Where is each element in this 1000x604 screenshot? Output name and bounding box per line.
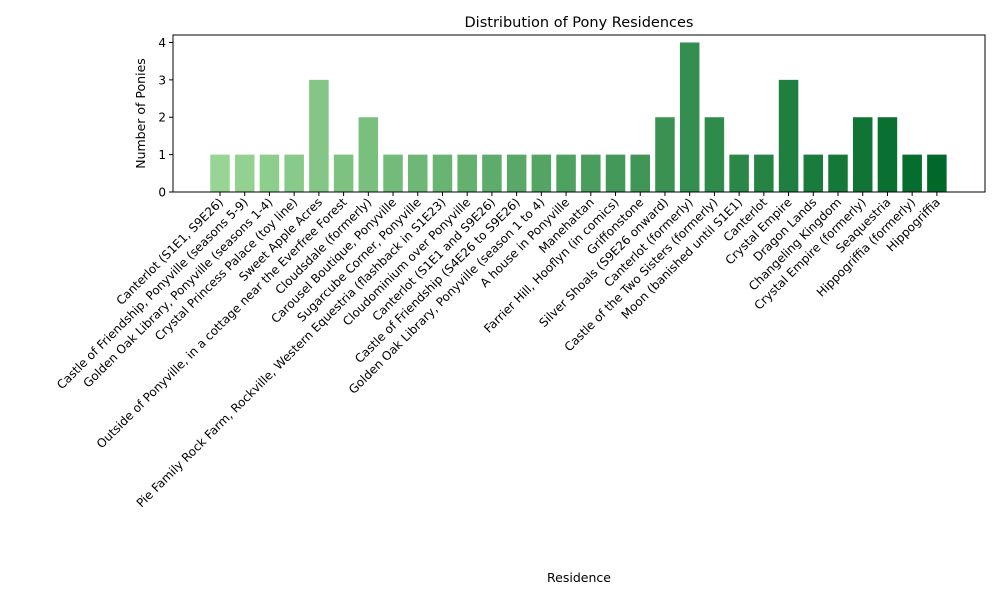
bar [927,154,947,192]
axes-layer [172,34,986,193]
bar [754,154,774,192]
bar [432,154,453,192]
bar [877,117,898,192]
bar [729,154,749,192]
y-axis-ticks: 0 1 2 3 4 [158,36,173,200]
bar [655,117,675,192]
bar [284,154,304,192]
bar [210,154,230,192]
bar [704,117,725,192]
chart-title: Distribution of Pony Residences [465,15,694,31]
x-axis-ticks: Canterlot (S1E1, S9E26)Castle of Friends… [54,192,943,510]
bar [556,154,576,192]
bar [581,154,601,192]
bar [630,154,650,192]
bar [679,42,700,193]
bar [852,117,873,192]
y-tick-label: 1 [158,148,166,162]
x-tick-label: Castle of Friendship, Ponyville (seasons… [54,195,251,392]
bar [234,154,255,192]
y-axis-label: Number of Ponies [133,58,148,169]
bar [506,154,527,192]
bar [605,154,626,192]
bar [309,79,329,192]
bar [259,154,280,192]
bar [358,117,379,192]
y-tick-label: 3 [158,73,166,87]
bar [482,154,502,192]
x-axis-label: Residence [547,570,611,585]
bar [803,154,824,192]
bars-layer [210,42,947,193]
bar [828,154,848,192]
bar [383,154,403,192]
bar [333,154,354,192]
y-tick-label: 4 [158,36,166,50]
bar [457,154,477,192]
y-tick-label: 2 [158,111,166,125]
plot-frame [172,34,986,193]
bar [408,154,428,192]
bar [531,154,552,192]
y-tick-label: 0 [158,186,166,200]
bar [902,154,922,192]
bar [778,79,799,192]
